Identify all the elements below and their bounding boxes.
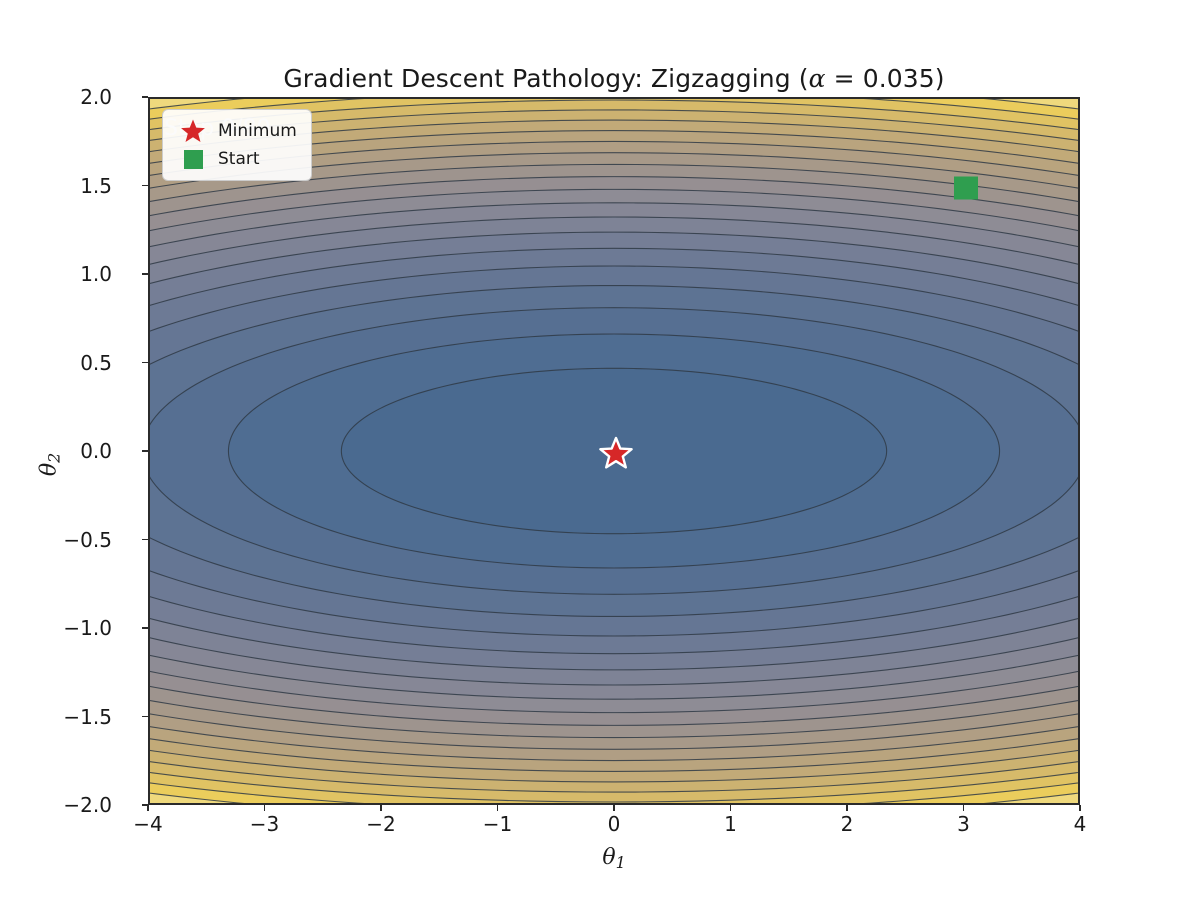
chart-title-main: Gradient Descent Pathology: Zigzagging ( — [283, 64, 809, 93]
x-tick-label: −3 — [249, 812, 280, 836]
x-tick-label: 1 — [724, 812, 737, 836]
x-tick-mark — [496, 805, 499, 811]
y-tick-mark — [142, 361, 148, 364]
star-icon — [172, 118, 214, 144]
plot-area: Step 0/80 Minimum Start — [148, 97, 1080, 805]
x-tick-label: −2 — [366, 812, 396, 836]
y-tick-mark — [142, 538, 148, 541]
start-marker — [953, 176, 978, 199]
x-axis-label-sub: 1 — [615, 852, 626, 872]
y-axis-label-sub: 2 — [44, 452, 64, 463]
square-icon — [172, 149, 214, 169]
y-tick-mark — [142, 273, 148, 275]
legend-entry-start: Start — [172, 145, 297, 173]
minimum-marker — [599, 436, 633, 469]
y-tick-label: 1.0 — [80, 262, 112, 286]
alpha-symbol: α — [808, 64, 826, 93]
y-tick-mark — [142, 184, 148, 187]
y-tick-mark — [142, 715, 148, 718]
y-tick-label: −1.5 — [63, 704, 112, 729]
y-tick-label: 0.5 — [80, 350, 112, 375]
legend-entry-minimum: Minimum — [172, 117, 297, 145]
x-tick-label: −4 — [133, 812, 163, 836]
y-axis-label-base: θ — [36, 462, 62, 477]
x-tick-mark — [613, 805, 615, 811]
y-tick-mark — [142, 96, 148, 98]
x-tick-label: 4 — [1073, 812, 1087, 836]
x-axis-label-base: θ — [602, 845, 616, 870]
chart-title: Gradient Descent Pathology: Zigzagging (… — [148, 63, 1080, 95]
x-tick-label: −1 — [482, 812, 513, 836]
y-tick-mark — [142, 627, 148, 629]
x-tick-mark — [1079, 805, 1081, 811]
y-tick-label: 2.0 — [80, 85, 112, 109]
x-tick-label: 3 — [957, 812, 970, 836]
legend: Minimum Start — [162, 109, 312, 181]
x-tick-label: 2 — [840, 812, 854, 836]
legend-label-start: Start — [218, 149, 260, 169]
x-tick-mark — [147, 805, 149, 811]
chart-title-value: = 0.035) — [825, 64, 945, 93]
x-axis-label: θ1 — [148, 845, 1080, 872]
x-tick-mark — [846, 805, 848, 811]
x-tick-mark — [962, 805, 965, 811]
legend-label-minimum: Minimum — [218, 121, 297, 141]
x-tick-mark — [263, 805, 266, 811]
y-tick-label: −1.0 — [63, 616, 112, 640]
y-tick-label: 0.0 — [80, 439, 112, 463]
y-tick-mark — [142, 804, 148, 806]
y-tick-label: −2.0 — [63, 793, 112, 817]
x-tick-mark — [729, 805, 732, 811]
y-tick-label: 1.5 — [80, 173, 112, 198]
y-tick-mark — [142, 450, 148, 452]
y-tick-label: −0.5 — [63, 527, 112, 552]
x-tick-label: 0 — [607, 812, 621, 836]
y-axis-label: θ2 — [37, 404, 64, 524]
x-tick-mark — [380, 805, 382, 811]
